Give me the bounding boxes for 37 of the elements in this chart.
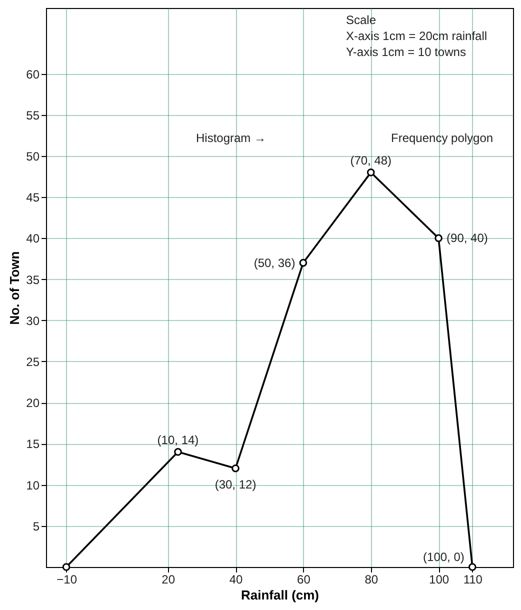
y-tick-label: 60 bbox=[26, 67, 40, 82]
point bbox=[299, 258, 308, 267]
y-tick-label: 35 bbox=[26, 272, 40, 287]
y-tick-label: 40 bbox=[26, 232, 40, 246]
y-tick-label: 55 bbox=[26, 108, 40, 122]
point bbox=[434, 234, 442, 242]
y-tick-label: 15 bbox=[26, 437, 40, 452]
y-tick-label: 50 bbox=[26, 149, 40, 164]
annotation: X-axis 1cm = 20cm rainfall bbox=[346, 29, 488, 43]
y-tick-label: 20 bbox=[26, 396, 40, 410]
annotation: (100, 0) bbox=[423, 550, 464, 564]
x-tick-label: 40 bbox=[229, 572, 243, 586]
annotation: (30, 12) bbox=[214, 477, 256, 492]
annotation: (90, 40) bbox=[446, 231, 488, 246]
x-tick-label: 100 bbox=[429, 572, 450, 586]
point bbox=[174, 448, 182, 456]
annotation: Scale bbox=[346, 13, 376, 27]
x-tick-label: 20 bbox=[162, 572, 176, 586]
annotation: Histogram → bbox=[196, 131, 266, 145]
annotation: (10, 14) bbox=[157, 432, 199, 447]
y-axis-title: No. of Town bbox=[7, 251, 22, 325]
point bbox=[366, 168, 375, 176]
y-tick-label: 25 bbox=[26, 354, 40, 369]
y-tick-label: 5 bbox=[32, 519, 40, 534]
x-tick-label: 80 bbox=[364, 572, 378, 586]
annotation: (50, 36) bbox=[254, 256, 296, 270]
x-tick-label: 110 bbox=[463, 572, 483, 586]
annotation: Frequency polygon bbox=[391, 131, 494, 145]
annotation: (70, 48) bbox=[350, 153, 392, 168]
x-axis-title: Rainfall (cm) bbox=[240, 588, 320, 602]
y-tick-label: 30 bbox=[26, 314, 40, 328]
y-tick-label: 10 bbox=[26, 478, 40, 492]
annotation: Y-axis 1cm = 10 towns bbox=[346, 45, 466, 59]
x-tick-label: −10 bbox=[56, 572, 78, 586]
x-tick-label: 60 bbox=[297, 572, 311, 586]
point bbox=[232, 464, 240, 472]
y-tick-label: 45 bbox=[26, 190, 40, 205]
